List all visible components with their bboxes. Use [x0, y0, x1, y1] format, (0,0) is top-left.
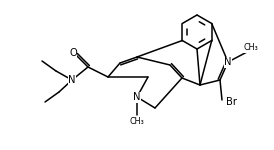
Text: Br: Br — [226, 97, 237, 107]
Text: N: N — [224, 57, 232, 67]
Text: O: O — [69, 48, 77, 58]
Text: N: N — [133, 92, 141, 102]
Text: CH₃: CH₃ — [130, 117, 144, 126]
Text: N: N — [68, 75, 76, 85]
Text: CH₃: CH₃ — [244, 44, 258, 52]
